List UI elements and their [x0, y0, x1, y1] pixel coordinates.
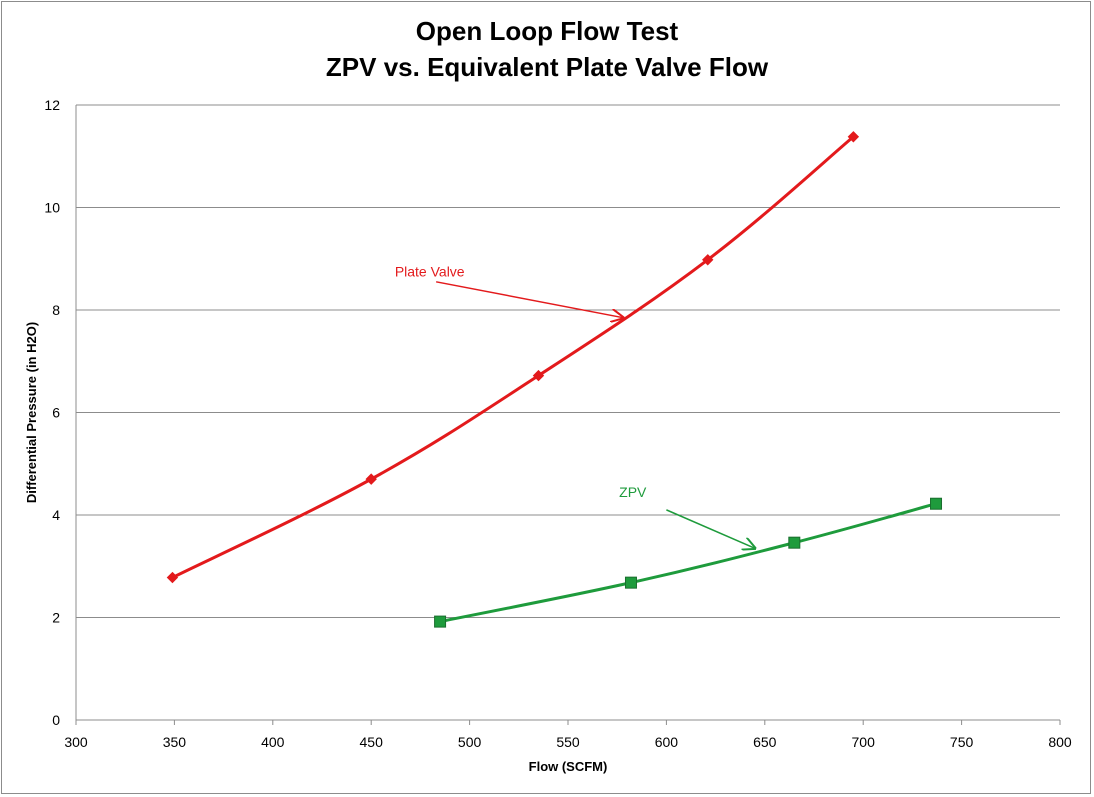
data-point-plate-valve	[532, 369, 545, 382]
x-tick-label: 500	[458, 734, 482, 750]
chart-subtitle: ZPV vs. Equivalent Plate Valve Flow	[325, 52, 769, 82]
annotation-arrow-plate-valve	[436, 281, 623, 318]
x-tick-label: 400	[261, 734, 285, 750]
x-axis-label: Flow (SCFM)	[529, 759, 608, 774]
y-tick-label: 12	[44, 97, 60, 113]
y-tick-label: 6	[52, 405, 60, 421]
y-tick-label: 0	[52, 712, 60, 728]
data-point-plate-valve	[702, 254, 714, 266]
x-tick-label: 600	[655, 734, 679, 750]
chart-title: Open Loop Flow Test	[415, 16, 679, 46]
annotation-label-zpv: ZPV	[619, 484, 647, 500]
data-point-plate-valve	[847, 131, 860, 143]
data-point-zpv	[434, 615, 447, 628]
x-tick-label: 650	[753, 734, 777, 750]
data-point-plate-valve	[365, 473, 377, 485]
annotation-label-plate-valve: Plate Valve	[395, 264, 465, 280]
x-tick-label: 350	[163, 734, 187, 750]
annotation-arrow-zpv	[666, 509, 755, 548]
data-point-zpv	[788, 536, 801, 549]
y-tick-label: 4	[52, 507, 60, 523]
series-line-plate-valve	[171, 135, 855, 579]
x-tick-label: 750	[950, 734, 974, 750]
data-point-zpv	[930, 497, 943, 510]
data-point-zpv	[624, 576, 637, 589]
y-tick-label: 2	[52, 610, 60, 626]
series-line-zpv	[439, 502, 937, 624]
x-tick-label: 300	[64, 734, 88, 750]
x-tick-label: 800	[1048, 734, 1072, 750]
y-axis-label: Differential Pressure (in H2O)	[24, 322, 39, 503]
x-tick-label: 550	[556, 734, 580, 750]
x-tick-label: 450	[360, 734, 384, 750]
data-point-plate-valve	[166, 571, 179, 584]
y-tick-label: 10	[44, 200, 60, 216]
y-tick-label: 8	[52, 302, 60, 318]
x-tick-label: 700	[852, 734, 876, 750]
